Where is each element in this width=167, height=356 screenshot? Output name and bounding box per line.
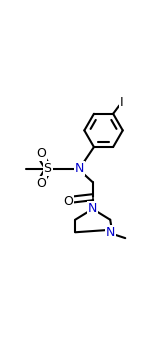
Text: N: N	[88, 202, 97, 215]
Text: S: S	[44, 162, 52, 175]
Text: O: O	[36, 177, 46, 190]
Text: O: O	[36, 147, 46, 160]
Text: I: I	[120, 96, 123, 109]
Text: O: O	[63, 195, 73, 208]
Text: N: N	[75, 162, 84, 175]
Text: N: N	[106, 226, 115, 239]
